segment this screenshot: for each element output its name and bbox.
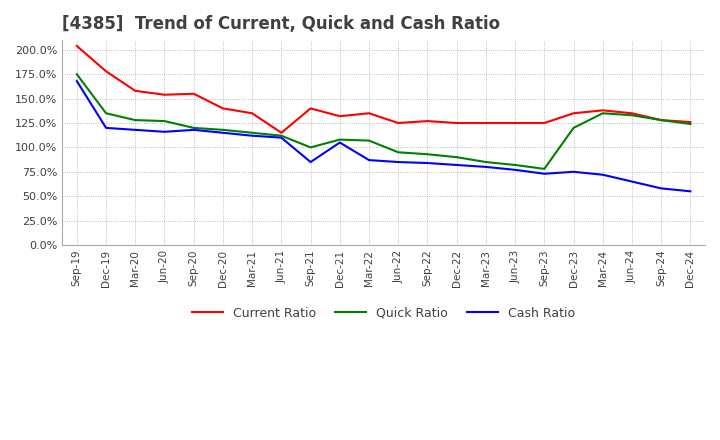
- Cash Ratio: [686, 189, 695, 194]
- Line: Quick Ratio: Quick Ratio: [77, 74, 690, 169]
- Quick Ratio: [452, 154, 461, 160]
- Quick Ratio: [160, 118, 168, 124]
- Current Ratio: [219, 106, 228, 111]
- Quick Ratio: [306, 145, 315, 150]
- Cash Ratio: [219, 130, 228, 136]
- Quick Ratio: [657, 117, 665, 123]
- Quick Ratio: [423, 152, 432, 157]
- Cash Ratio: [628, 179, 636, 184]
- Cash Ratio: [248, 133, 256, 138]
- Cash Ratio: [365, 158, 374, 163]
- Current Ratio: [336, 114, 344, 119]
- Quick Ratio: [628, 113, 636, 118]
- Cash Ratio: [482, 164, 490, 169]
- Legend: Current Ratio, Quick Ratio, Cash Ratio: Current Ratio, Quick Ratio, Cash Ratio: [187, 302, 580, 325]
- Current Ratio: [73, 43, 81, 48]
- Current Ratio: [657, 117, 665, 123]
- Cash Ratio: [336, 140, 344, 145]
- Quick Ratio: [248, 130, 256, 136]
- Current Ratio: [628, 110, 636, 116]
- Cash Ratio: [394, 159, 402, 165]
- Cash Ratio: [160, 129, 168, 135]
- Current Ratio: [306, 106, 315, 111]
- Cash Ratio: [73, 78, 81, 84]
- Current Ratio: [365, 110, 374, 116]
- Line: Cash Ratio: Cash Ratio: [77, 81, 690, 191]
- Current Ratio: [510, 121, 519, 126]
- Current Ratio: [423, 118, 432, 124]
- Quick Ratio: [510, 162, 519, 168]
- Current Ratio: [131, 88, 140, 93]
- Quick Ratio: [686, 121, 695, 127]
- Quick Ratio: [131, 117, 140, 123]
- Quick Ratio: [598, 110, 607, 116]
- Quick Ratio: [277, 133, 286, 138]
- Cash Ratio: [306, 159, 315, 165]
- Current Ratio: [394, 121, 402, 126]
- Quick Ratio: [570, 125, 578, 131]
- Current Ratio: [686, 119, 695, 125]
- Current Ratio: [277, 130, 286, 136]
- Cash Ratio: [131, 127, 140, 132]
- Quick Ratio: [482, 159, 490, 165]
- Quick Ratio: [365, 138, 374, 143]
- Current Ratio: [189, 91, 198, 96]
- Current Ratio: [248, 110, 256, 116]
- Cash Ratio: [657, 186, 665, 191]
- Cash Ratio: [189, 127, 198, 132]
- Quick Ratio: [219, 127, 228, 132]
- Cash Ratio: [540, 171, 549, 176]
- Current Ratio: [102, 69, 110, 74]
- Current Ratio: [482, 121, 490, 126]
- Quick Ratio: [336, 137, 344, 142]
- Current Ratio: [598, 108, 607, 113]
- Line: Current Ratio: Current Ratio: [77, 46, 690, 133]
- Text: [4385]  Trend of Current, Quick and Cash Ratio: [4385] Trend of Current, Quick and Cash …: [62, 15, 500, 33]
- Cash Ratio: [277, 135, 286, 140]
- Cash Ratio: [102, 125, 110, 131]
- Current Ratio: [570, 110, 578, 116]
- Cash Ratio: [598, 172, 607, 177]
- Quick Ratio: [540, 166, 549, 172]
- Cash Ratio: [423, 160, 432, 165]
- Current Ratio: [160, 92, 168, 97]
- Cash Ratio: [510, 167, 519, 172]
- Quick Ratio: [189, 125, 198, 131]
- Cash Ratio: [570, 169, 578, 174]
- Quick Ratio: [73, 72, 81, 77]
- Quick Ratio: [102, 110, 110, 116]
- Quick Ratio: [394, 150, 402, 155]
- Cash Ratio: [452, 162, 461, 168]
- Current Ratio: [452, 121, 461, 126]
- Current Ratio: [540, 121, 549, 126]
